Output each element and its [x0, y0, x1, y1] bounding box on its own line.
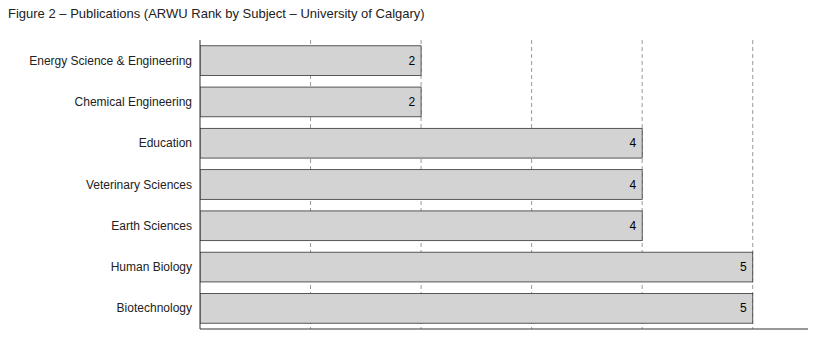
data-label: 4: [629, 178, 636, 192]
y-tick-label: Chemical Engineering: [75, 95, 192, 109]
y-axis-line: [200, 40, 201, 329]
axes: Biotechnology Human Biology Earth Sciences…: [29, 40, 808, 329]
bar: [200, 87, 421, 117]
data-labels: 5 5 4 4 4 2 2: [408, 54, 747, 316]
data-label: 2: [408, 54, 415, 68]
bars: [200, 46, 753, 323]
chart: Figure 2 – Publications (ARWU Rank by Su…: [0, 0, 832, 347]
chart-container: Figure 2 – Publications (ARWU Rank by Su…: [0, 0, 832, 347]
y-tick-label: Human Biology: [111, 260, 192, 274]
y-tick-label: Veterinary Sciences: [86, 178, 192, 192]
y-tick-label: Earth Sciences: [111, 219, 192, 233]
y-tick-label: Biotechnology: [117, 301, 192, 315]
bar: [200, 252, 753, 282]
grid-line: [752, 40, 753, 329]
title: Figure 2 – Publications (ARWU Rank by Su…: [8, 6, 425, 21]
data-label: 4: [629, 136, 636, 150]
bar: [200, 211, 642, 241]
data-label: 5: [740, 301, 747, 315]
y-tick-label: Energy Science & Engineering: [29, 54, 192, 68]
bar: [200, 170, 642, 200]
data-label: 2: [408, 95, 415, 109]
bar: [200, 46, 421, 76]
y-tick-label: Education: [139, 136, 192, 150]
x-axis-line: [200, 329, 808, 330]
bar: [200, 293, 753, 323]
data-label: 5: [740, 260, 747, 274]
data-label: 4: [629, 219, 636, 233]
bar: [200, 128, 642, 158]
